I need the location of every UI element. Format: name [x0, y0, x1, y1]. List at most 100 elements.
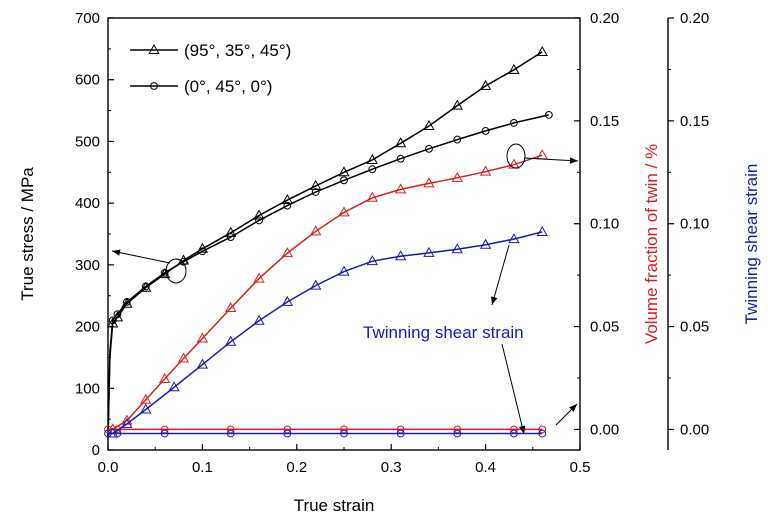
data-point-0 [366, 153, 378, 164]
annotations-layer: Twinning shear strain [111, 143, 579, 435]
data-point-2 [196, 332, 209, 343]
data-point-0 [451, 99, 463, 110]
y-right2-axis-title: Twinning shear strain [742, 164, 761, 325]
y-left-tick-label: 600 [75, 72, 100, 89]
data-point-4 [168, 381, 180, 392]
data-point-2 [140, 393, 152, 404]
data-point-2 [177, 352, 190, 363]
data-point-1 [198, 247, 207, 256]
data-point-1 [544, 110, 553, 119]
legend: (95°, 35°, 45°) (0°, 45°, 0°) [130, 41, 291, 96]
data-point-4 [366, 255, 378, 266]
data-point-0 [158, 268, 171, 279]
data-point-0 [536, 45, 548, 56]
data-point-4 [394, 250, 407, 261]
data-point-0 [196, 242, 209, 253]
data-point-4 [423, 246, 435, 257]
arrow-to-zero-shear [501, 343, 525, 435]
highlight-ellipse-stress [165, 258, 187, 284]
data-point-5 [104, 429, 112, 438]
data-point-1 [311, 188, 320, 196]
y-right2-tick-label: 0.15 [680, 113, 709, 130]
data-point-5 [453, 429, 462, 438]
x-tick-label: 0.0 [98, 459, 119, 476]
y-right2-tick-label: 0.00 [680, 421, 709, 438]
y-right1-tick-label: 0.05 [590, 319, 619, 336]
legend-label-0: (95°, 35°, 45°) [184, 41, 291, 60]
series-line-0 [107, 51, 543, 438]
data-point-2 [394, 183, 407, 194]
y-right2-tick-label: 0.05 [680, 319, 709, 336]
y-right2-tick-label: 0.20 [680, 10, 709, 27]
arrow-to-shear-curve-head [491, 296, 498, 305]
arrow-to-left-axis-head [112, 249, 121, 256]
data-point-4 [451, 243, 463, 254]
data-point-1 [160, 268, 169, 277]
data-point-1 [396, 154, 405, 163]
y-left-tick-label: 300 [75, 257, 100, 274]
data-point-5 [226, 429, 235, 438]
data-point-5 [113, 429, 122, 438]
data-point-2 [281, 247, 294, 258]
data-point-1 [113, 310, 122, 319]
data-point-2 [225, 302, 237, 313]
data-point-5 [160, 429, 169, 438]
highlight-ellipse-volume [506, 143, 526, 169]
y-left-tick-label: 500 [75, 133, 100, 150]
y-left-tick-label: 0 [92, 442, 100, 459]
data-point-0 [140, 281, 152, 292]
data-point-1 [368, 165, 377, 174]
data-point-1 [226, 233, 235, 241]
data-point-4 [508, 233, 520, 244]
arrow-to-zero-shear-head [518, 425, 526, 434]
legend-label-1: (0°, 45°, 0°) [184, 77, 272, 96]
axes-layer: 0.0 0.1 0.2 0.3 0.4 0.5 True strain 0 100 200 300 4… [18, 10, 761, 515]
data-point-1 [283, 201, 292, 210]
y-left-tick-label: 400 [75, 195, 100, 212]
data-point-2 [423, 177, 435, 188]
data-point-0 [121, 297, 133, 308]
legend-marker-0 [148, 43, 160, 54]
data-point-0 [253, 209, 265, 220]
data-point-1 [179, 257, 188, 266]
data-point-1 [510, 119, 518, 127]
data-point-1 [340, 176, 348, 185]
data-point-5 [538, 429, 547, 438]
arrow-to-shear-curve [491, 244, 510, 306]
data-point-4 [338, 265, 350, 276]
y-left-tick-label: 100 [75, 380, 100, 397]
y-right1-tick-label: 0.10 [590, 216, 619, 233]
data-point-0 [394, 137, 407, 148]
data-point-1 [453, 135, 462, 144]
data-point-5 [510, 429, 518, 438]
arrow-to-right2-axis-head [569, 404, 577, 412]
y-right2-tick-label: 0.10 [680, 216, 709, 233]
y-right1-tick-label: 0.20 [590, 10, 619, 27]
data-point-2 [479, 165, 492, 176]
x-tick-label: 0.4 [475, 459, 496, 476]
x-tick-label: 0.5 [570, 459, 591, 476]
series-line-1 [107, 114, 549, 438]
arrow-to-left-axis [111, 250, 171, 264]
data-point-4 [121, 417, 133, 428]
data-point-0 [281, 194, 294, 205]
data-point-5 [340, 429, 348, 438]
data-point-0 [338, 166, 350, 177]
data-point-1 [481, 127, 490, 135]
data-point-2 [310, 225, 322, 236]
data-point-5 [283, 429, 292, 438]
data-point-1 [122, 297, 131, 306]
y-left-tick-label: 700 [75, 10, 100, 27]
data-point-4 [140, 403, 152, 414]
arrow-to-right-axis-head [569, 157, 578, 164]
data-point-2 [451, 171, 463, 182]
y-right1-axis-title: Volume fraction of twin / % [642, 144, 661, 344]
series-line-4 [112, 231, 543, 435]
data-point-4 [310, 279, 322, 290]
data-point-2 [338, 206, 350, 217]
data-point-2 [158, 373, 171, 384]
series-layer [104, 45, 553, 438]
data-point-4 [281, 295, 294, 306]
data-point-2 [253, 272, 265, 283]
